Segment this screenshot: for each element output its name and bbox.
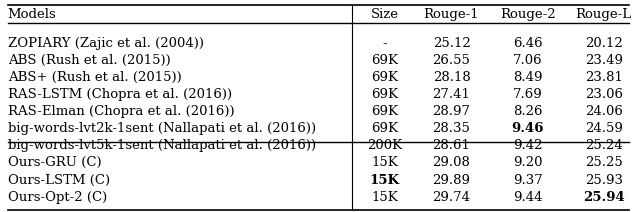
- Text: 25.12: 25.12: [433, 37, 470, 50]
- Text: 9.44: 9.44: [513, 191, 542, 204]
- Text: 28.18: 28.18: [433, 71, 470, 84]
- Text: 24.59: 24.59: [585, 122, 623, 135]
- Text: Rouge-L: Rouge-L: [575, 8, 632, 21]
- Text: Ours-Opt-2 (C): Ours-Opt-2 (C): [8, 191, 107, 204]
- Text: big-words-lvt5k-1sent (Nallapati et al. (2016)): big-words-lvt5k-1sent (Nallapati et al. …: [8, 139, 316, 152]
- Text: 23.06: 23.06: [585, 88, 623, 101]
- Text: Rouge-2: Rouge-2: [500, 8, 556, 21]
- Text: RAS-LSTM (Chopra et al. (2016)): RAS-LSTM (Chopra et al. (2016)): [8, 88, 232, 101]
- Text: Rouge-1: Rouge-1: [424, 8, 479, 21]
- Text: ZOPIARY (Zajic et al. (2004)): ZOPIARY (Zajic et al. (2004)): [8, 37, 204, 50]
- Text: 15K: 15K: [370, 174, 400, 187]
- Text: 28.35: 28.35: [433, 122, 470, 135]
- Text: 29.89: 29.89: [433, 174, 470, 187]
- Text: RAS-Elman (Chopra et al. (2016)): RAS-Elman (Chopra et al. (2016)): [8, 105, 234, 118]
- Text: 7.06: 7.06: [513, 54, 542, 67]
- Text: 69K: 69K: [371, 122, 399, 135]
- Text: 25.24: 25.24: [585, 139, 623, 152]
- Text: 27.41: 27.41: [433, 88, 470, 101]
- Text: 9.42: 9.42: [513, 139, 542, 152]
- Text: 28.61: 28.61: [433, 139, 470, 152]
- Text: 69K: 69K: [371, 54, 399, 67]
- Text: 23.49: 23.49: [585, 54, 623, 67]
- Text: ABS (Rush et al. (2015)): ABS (Rush et al. (2015)): [8, 54, 170, 67]
- Text: 9.37: 9.37: [513, 174, 543, 187]
- Text: 29.74: 29.74: [433, 191, 470, 204]
- Text: Ours-GRU (C): Ours-GRU (C): [8, 156, 101, 169]
- Text: Ours-LSTM (C): Ours-LSTM (C): [8, 174, 110, 187]
- Text: 15K: 15K: [372, 191, 398, 204]
- Text: 20.12: 20.12: [585, 37, 623, 50]
- Text: 28.97: 28.97: [433, 105, 470, 118]
- Text: 24.06: 24.06: [585, 105, 623, 118]
- Text: 25.93: 25.93: [585, 174, 623, 187]
- Text: 200K: 200K: [367, 139, 403, 152]
- Text: big-words-lvt2k-1sent (Nallapati et al. (2016)): big-words-lvt2k-1sent (Nallapati et al. …: [8, 122, 316, 135]
- Text: Size: Size: [371, 8, 399, 21]
- Text: 26.55: 26.55: [433, 54, 470, 67]
- Text: 8.26: 8.26: [513, 105, 542, 118]
- Text: 25.25: 25.25: [585, 156, 623, 169]
- Text: 29.08: 29.08: [433, 156, 470, 169]
- Text: Models: Models: [8, 8, 56, 21]
- Text: 69K: 69K: [371, 88, 399, 101]
- Text: 69K: 69K: [371, 71, 399, 84]
- Text: 8.49: 8.49: [513, 71, 542, 84]
- Text: 25.94: 25.94: [583, 191, 625, 204]
- Text: 15K: 15K: [372, 156, 398, 169]
- Text: 7.69: 7.69: [513, 88, 543, 101]
- Text: 6.46: 6.46: [513, 37, 542, 50]
- Text: 23.81: 23.81: [585, 71, 623, 84]
- Text: -: -: [383, 37, 387, 50]
- Text: 69K: 69K: [371, 105, 399, 118]
- Text: 9.46: 9.46: [511, 122, 544, 135]
- Text: ABS+ (Rush et al. (2015)): ABS+ (Rush et al. (2015)): [8, 71, 182, 84]
- Text: 9.20: 9.20: [513, 156, 542, 169]
